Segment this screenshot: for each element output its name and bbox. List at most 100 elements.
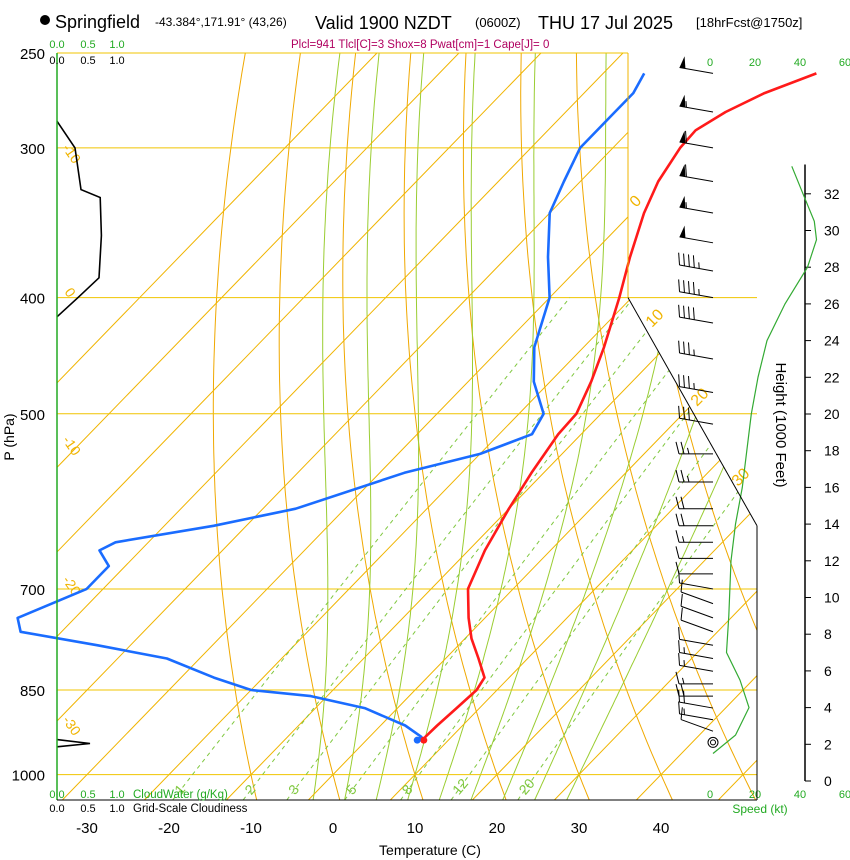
dry-adiabat-line bbox=[403, 53, 507, 800]
mixing-ratio-line bbox=[400, 297, 757, 800]
temperature-tick-label: 30 bbox=[571, 820, 588, 837]
wind-barb-flag bbox=[685, 130, 687, 144]
wind-barb bbox=[679, 130, 714, 149]
pressure-tick-label: 700 bbox=[20, 582, 45, 599]
wind-barb-flag bbox=[675, 530, 680, 543]
mixing-ratio-lines bbox=[172, 297, 757, 800]
bottom-black-tick: 0.5 bbox=[80, 803, 95, 815]
mixing-ratio-label: 2 bbox=[241, 781, 258, 797]
wind-barb bbox=[675, 546, 713, 559]
speed-tick-top: 40 bbox=[794, 57, 806, 69]
wind-barb-flag bbox=[675, 561, 680, 574]
wind-barb-staff bbox=[679, 291, 714, 299]
top-black-tick: 0.0 bbox=[49, 55, 64, 67]
wind-barb-flag bbox=[683, 280, 685, 293]
wind-barb bbox=[678, 340, 714, 360]
wind-barb-staff bbox=[680, 591, 714, 605]
mixing-ratio-line bbox=[517, 297, 757, 800]
wind-barb-flag bbox=[678, 701, 681, 714]
cloudiness-axis-label: Grid-Scale Cloudiness bbox=[133, 803, 248, 815]
dry-adiabat-line bbox=[462, 53, 590, 800]
calm-wind-inner-icon bbox=[710, 739, 716, 746]
isotherm-line bbox=[226, 53, 757, 800]
indices-line: Plcl=941 Tlcl[C]=3 Shox=8 Pwat[cm]=1 Cap… bbox=[291, 39, 549, 51]
dry-adiabat-line bbox=[520, 53, 673, 800]
speed-tick-top: 60 bbox=[839, 57, 850, 69]
isotherm-line bbox=[554, 53, 757, 800]
wind-barb-flag bbox=[675, 496, 680, 509]
isotherm-line bbox=[57, 53, 460, 800]
dry-adiabat-line bbox=[575, 53, 757, 800]
wind-barb-half-flag bbox=[682, 536, 685, 543]
bottom-green-tick: 1.0 bbox=[109, 789, 124, 801]
wind-barb-pennant bbox=[679, 195, 686, 209]
wind-barb-flag bbox=[687, 254, 690, 267]
cloudiness-spike-line bbox=[56, 738, 91, 748]
isotherm-label: 30 bbox=[729, 465, 754, 490]
wind-barb-staff bbox=[679, 141, 714, 149]
mixing-ratio-line bbox=[286, 297, 674, 800]
wind-barb-staff bbox=[679, 701, 714, 709]
wind-barb-staff bbox=[679, 386, 714, 394]
speed-tick-bottom: 60 bbox=[839, 789, 850, 801]
height-axis-title: Height (1000 Feet) bbox=[772, 362, 789, 487]
top-black-tick: 0.5 bbox=[80, 55, 95, 67]
temperature-tick-label: -10 bbox=[240, 820, 262, 837]
wind-barb bbox=[679, 225, 714, 244]
dry-adiabat-line bbox=[741, 53, 757, 800]
wind-barb bbox=[678, 304, 714, 324]
pressure-tick-label: 300 bbox=[20, 141, 45, 158]
forecast-label: [18hrFcst@1750z] bbox=[696, 15, 802, 30]
pressure-tick-label: 400 bbox=[20, 291, 45, 308]
height-tick-label: 16 bbox=[824, 479, 840, 495]
mixing-ratio-line bbox=[450, 297, 757, 800]
wind-barb-flag bbox=[680, 496, 685, 509]
isotherm-label: 10 bbox=[643, 306, 668, 331]
wind-barb bbox=[678, 689, 714, 709]
speed-tick-bottom: 20 bbox=[749, 789, 761, 801]
height-tick-label: 22 bbox=[824, 369, 840, 385]
wind-barb bbox=[675, 441, 713, 455]
wind-barb bbox=[680, 593, 714, 619]
isotherm-line bbox=[308, 53, 757, 800]
wind-barb bbox=[678, 640, 714, 659]
mixing-ratio-line bbox=[344, 297, 726, 800]
bottom-black-tick: 1.0 bbox=[109, 803, 124, 815]
mixing-ratio-line bbox=[242, 297, 634, 800]
wind-barb-flag bbox=[692, 255, 695, 268]
temperature-tick-label: -20 bbox=[158, 820, 180, 837]
isobar-lines bbox=[57, 52, 757, 776]
top-black-tick: 1.0 bbox=[109, 55, 124, 67]
isotherm-label: 0 bbox=[627, 192, 645, 210]
wind-barb bbox=[675, 561, 713, 575]
isotherm-label: -10 bbox=[60, 433, 85, 459]
wind-barb-flag bbox=[678, 374, 681, 387]
pressure-tick-label: 850 bbox=[20, 683, 45, 700]
speed-axis-title: Speed (kt) bbox=[732, 802, 787, 816]
wind-barb-flag bbox=[680, 579, 683, 593]
wind-barb-staff bbox=[679, 713, 714, 721]
wind-barb bbox=[680, 707, 714, 732]
wind-barb-flag bbox=[683, 253, 685, 266]
moist-adiabat-line bbox=[407, 53, 476, 800]
wind-barb bbox=[678, 279, 714, 299]
valid-time-utc: (0600Z) bbox=[475, 15, 521, 30]
wind-barb-staff bbox=[680, 719, 714, 732]
dewpoint-line bbox=[16, 72, 646, 742]
height-tick-label: 8 bbox=[824, 626, 832, 642]
wind-barb-flag bbox=[683, 690, 685, 704]
top-green-tick: 0.0 bbox=[49, 39, 64, 51]
dry-adiabat-line bbox=[212, 53, 258, 800]
wind-barb bbox=[679, 164, 714, 182]
height-tick-label: 20 bbox=[824, 406, 840, 422]
wind-barb-staff bbox=[679, 67, 714, 74]
cloud-water-line bbox=[56, 120, 103, 318]
wind-barb bbox=[675, 496, 713, 510]
bottom-black-tick: 0.0 bbox=[49, 803, 64, 815]
wind-barb bbox=[678, 626, 714, 646]
wind-barb-flag bbox=[680, 607, 683, 621]
isotherm-line bbox=[57, 53, 378, 800]
wind-barb-flag bbox=[683, 406, 685, 420]
bottom-green-tick: 0.0 bbox=[49, 789, 64, 801]
wind-barb bbox=[679, 195, 714, 214]
